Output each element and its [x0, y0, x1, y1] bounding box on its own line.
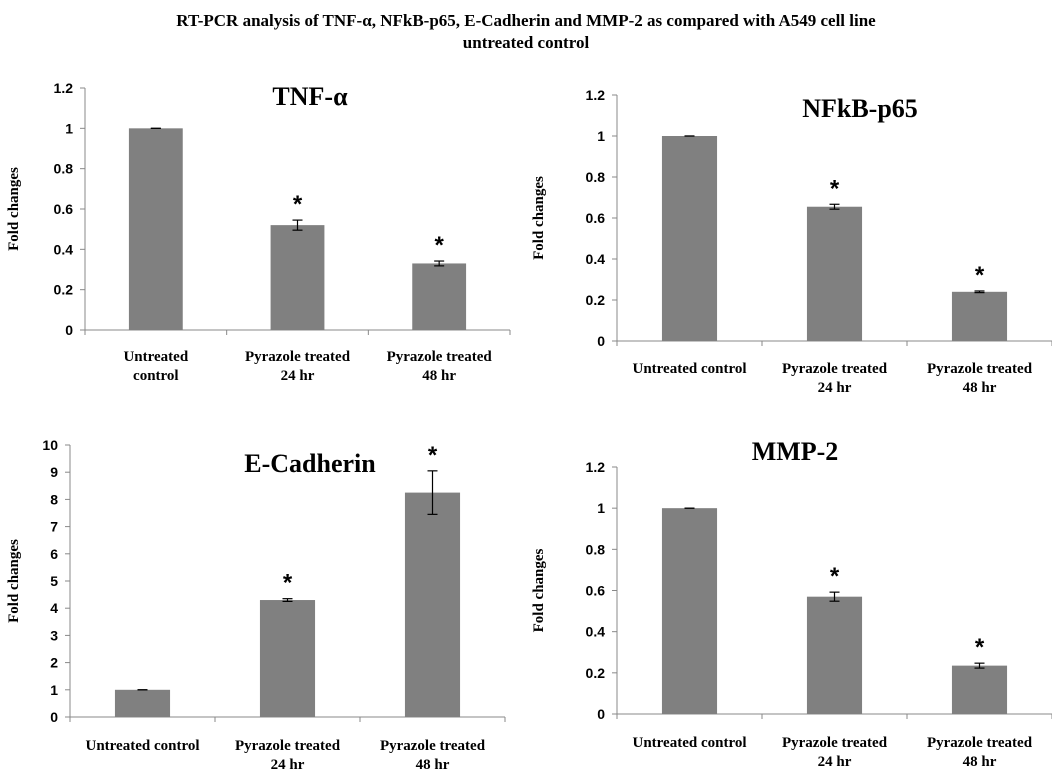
bar [661, 508, 718, 714]
x-category-label: 24 hr [271, 757, 305, 773]
mmp-2-chart: 0 0.2 0.4 0.6 0.8 1 1.2 Fold changes MMP-2 Untrea… [531, 437, 1052, 770]
y-tick-label: 1.2 [586, 459, 606, 475]
x-category-label: Pyrazole treated [927, 361, 1033, 377]
x-category-label: 24 hr [818, 754, 852, 770]
y-tick-label: 2 [50, 655, 58, 671]
x-category-label: Untreated control [632, 361, 746, 377]
y-tick-label: 5 [50, 573, 58, 589]
x-category-label: 48 hr [422, 368, 456, 384]
x-category-label: Untreated control [85, 738, 199, 754]
y-tick-label: 0.8 [586, 169, 606, 185]
y-axis-label: Fold changes [531, 176, 547, 260]
bar [951, 291, 1008, 341]
bar [404, 492, 461, 717]
figure-title: RT-PCR analysis of TNF-α, NFkB-p65, E-Ca… [0, 10, 1052, 54]
y-tick-label: 0.4 [586, 251, 606, 267]
y-tick-label: 0.6 [586, 583, 606, 599]
significance-marker: * [975, 262, 985, 289]
bar [661, 136, 718, 341]
bar [128, 128, 183, 330]
figure-title-line2: untreated control [462, 33, 590, 52]
x-category-label: Untreated control [632, 735, 746, 751]
x-category-label: Pyrazole treated [782, 735, 888, 751]
x-category-label: 24 hr [818, 380, 852, 396]
y-tick-label: 0 [65, 322, 73, 338]
chart-title: TNF-α [272, 82, 348, 111]
y-tick-label: 4 [50, 600, 58, 616]
y-tick-label: 1.2 [586, 87, 606, 103]
y-tick-label: 9 [50, 464, 58, 480]
y-tick-label: 1 [597, 500, 605, 516]
chart-title: NFkB-p65 [802, 94, 918, 123]
x-category-label: control [133, 368, 179, 384]
x-category-label: Pyrazole treated [927, 735, 1033, 751]
significance-marker: * [283, 570, 293, 597]
x-category-label: 48 hr [416, 757, 450, 773]
tnf-alpha-chart: 0 0.2 0.4 0.6 0.8 1 1.2 Fold changes TNF-α Untrea… [6, 80, 511, 384]
significance-marker: * [975, 634, 985, 661]
x-category-label: Pyrazole treated [380, 738, 486, 754]
y-tick-label: 7 [50, 519, 58, 535]
bar [951, 665, 1008, 714]
y-tick-label: 0.6 [54, 201, 74, 217]
bar [114, 689, 171, 717]
bar [270, 225, 325, 330]
y-tick-label: 1 [50, 682, 58, 698]
significance-marker: * [434, 232, 444, 259]
y-axis-label: Fold changes [6, 167, 22, 251]
y-tick-label: 1.2 [54, 80, 74, 96]
chart-title: E-Cadherin [244, 449, 376, 478]
x-category-label: 48 hr [963, 380, 997, 396]
y-tick-label: 0.8 [54, 161, 74, 177]
figure-title-line1: RT-PCR analysis of TNF-α, NFkB-p65, E-Ca… [176, 11, 876, 30]
significance-marker: * [830, 175, 840, 202]
significance-marker: * [428, 442, 438, 469]
x-category-label: 24 hr [281, 368, 315, 384]
bar [806, 596, 863, 714]
nfkb-p65-chart: 0 0.2 0.4 0.6 0.8 1 1.2 Fold changes NFkB-p65 Unt… [531, 87, 1052, 396]
e-cadherin-chart: 0 1 2 3 4 5 6 7 8 9 10 Fold changes E-Cadherin Untrea… [6, 437, 506, 773]
bar [412, 263, 467, 330]
x-category-label: Pyrazole treated [235, 738, 341, 754]
significance-marker: * [830, 563, 840, 590]
y-tick-label: 3 [50, 627, 58, 643]
x-category-label: Pyrazole treated [245, 349, 351, 365]
y-axis-label: Fold changes [6, 539, 22, 623]
significance-marker: * [293, 191, 303, 218]
bar [259, 600, 316, 717]
y-tick-label: 6 [50, 546, 58, 562]
y-axis-label: Fold changes [531, 548, 547, 632]
y-tick-label: 0.2 [586, 665, 606, 681]
y-tick-label: 0.2 [54, 282, 74, 298]
x-category-label: Pyrazole treated [782, 361, 888, 377]
bar [806, 206, 863, 341]
y-tick-label: 1 [597, 128, 605, 144]
y-tick-label: 0.4 [586, 624, 606, 640]
y-tick-label: 0 [597, 706, 605, 722]
y-tick-label: 8 [50, 491, 58, 507]
y-tick-label: 0 [50, 709, 58, 725]
y-tick-label: 0 [597, 333, 605, 349]
x-category-label: Pyrazole treated [387, 349, 493, 365]
y-tick-label: 0.4 [54, 241, 74, 257]
y-tick-label: 1 [65, 120, 73, 136]
x-category-label: 48 hr [963, 754, 997, 770]
y-tick-label: 0.2 [586, 292, 606, 308]
y-tick-label: 10 [42, 437, 58, 453]
chart-title: MMP-2 [752, 437, 839, 466]
y-tick-label: 0.6 [586, 210, 606, 226]
y-tick-label: 0.8 [586, 541, 606, 557]
x-category-label: Untreated [123, 349, 188, 365]
